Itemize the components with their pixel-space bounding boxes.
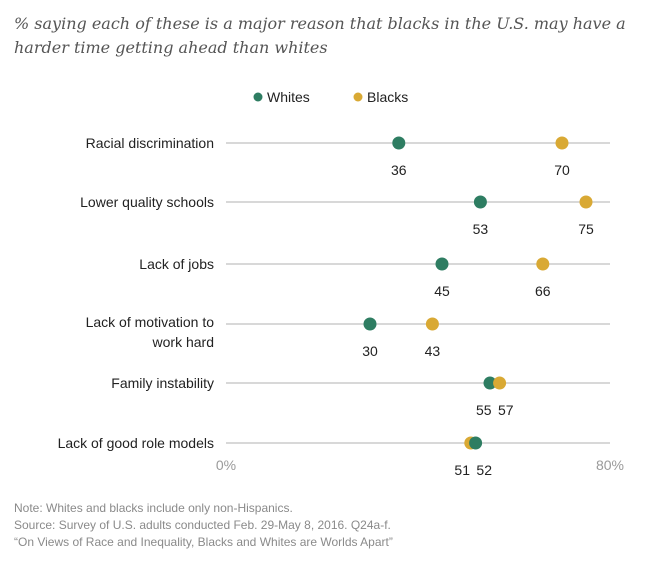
chart-row: Lack of motivation to work hard 30 43: [86, 314, 610, 359]
value-label-whites: 45: [434, 283, 450, 299]
dot-whites: [435, 257, 449, 271]
chart-row: Lower quality schools 53 75: [80, 194, 610, 237]
value-label-blacks: 43: [425, 343, 441, 359]
chart-row: Racial discrimination 36 70: [86, 135, 610, 178]
dot-whites: [363, 317, 377, 331]
dot-blacks: [425, 317, 439, 331]
dot-whites: [483, 376, 497, 390]
category-label: Lower quality schools: [80, 194, 214, 210]
category-label: Racial discrimination: [86, 135, 214, 151]
x-tick-label: 80%: [596, 457, 624, 473]
value-label-whites: 36: [391, 162, 407, 178]
report-title-text: “On Views of Race and Inequality, Blacks…: [14, 535, 393, 549]
dot-blacks: [579, 195, 593, 209]
chart-subtitle: % saying each of these is a major reason…: [14, 14, 626, 57]
dot-blacks: [555, 136, 569, 150]
category-label: Lack of good role models: [58, 435, 214, 451]
value-label-whites: 55: [476, 402, 492, 418]
dot-plot-chart: Whites Blacks Racial discrimination 36 70 Lo…: [58, 89, 624, 478]
dot-whites: [392, 136, 406, 150]
category-label: work hard: [152, 334, 214, 350]
chart-rows: Racial discrimination 36 70 Lower quality s…: [58, 135, 610, 478]
source-text: Source: Survey of U.S. adults conducted …: [14, 518, 391, 532]
chart-row: Family instability 55 57: [111, 375, 610, 418]
chart-row: Lack of good role models 52 51: [58, 435, 610, 478]
legend-label-whites: Whites: [267, 89, 310, 105]
value-label-whites: 53: [473, 221, 489, 237]
note-text: Note: Whites and blacks include only non…: [14, 501, 293, 515]
category-label: Lack of jobs: [139, 256, 214, 272]
dot-whites: [469, 436, 483, 450]
chart-row: Lack of jobs 45 66: [139, 256, 610, 299]
chart-notes: Note: Whites and blacks include only non…: [14, 500, 634, 551]
value-label-blacks: 66: [535, 283, 551, 299]
legend-marker-whites: [253, 92, 263, 102]
chart-legend: Whites Blacks: [253, 89, 408, 105]
legend-label-blacks: Blacks: [367, 89, 408, 105]
value-label-blacks: 70: [554, 162, 570, 178]
category-label: Family instability: [111, 375, 214, 391]
dot-whites: [473, 195, 487, 209]
value-label-whites: 30: [362, 343, 378, 359]
value-label-whites: 52: [476, 462, 492, 478]
legend-marker-blacks: [353, 92, 363, 102]
dot-blacks: [493, 376, 507, 390]
value-label-blacks: 75: [578, 221, 594, 237]
value-label-blacks: 57: [498, 402, 514, 418]
x-tick-label: 0%: [216, 457, 236, 473]
category-label: Lack of motivation to: [86, 314, 215, 330]
x-axis: 0% 80%: [216, 457, 624, 473]
value-label-blacks: 51: [454, 462, 470, 478]
dot-blacks: [536, 257, 550, 271]
